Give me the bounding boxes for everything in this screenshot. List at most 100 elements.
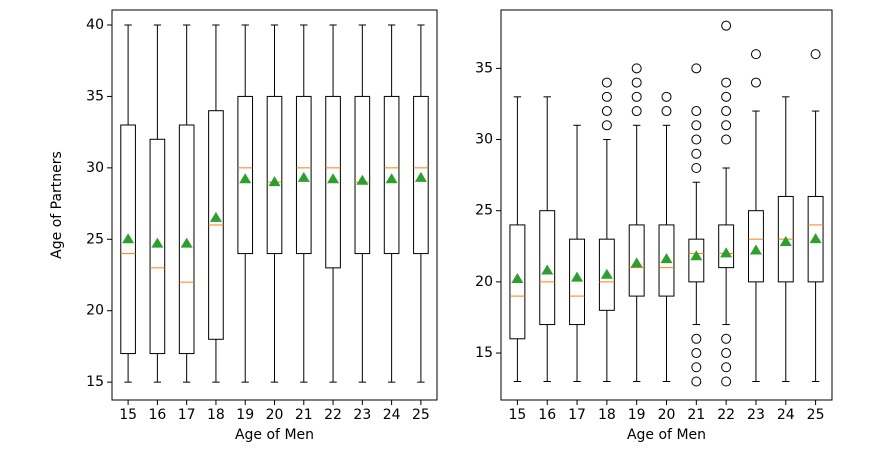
mean-marker [720, 247, 733, 258]
mean-marker [630, 257, 643, 268]
flier [601, 120, 612, 131]
mean-marker [268, 176, 281, 187]
mean-marker [571, 271, 584, 282]
y-tick-label: 25 [475, 203, 493, 219]
flier [691, 376, 702, 387]
x-axis-label: Age of Men [627, 427, 706, 443]
mean-marker [356, 174, 369, 185]
flier [691, 120, 702, 131]
x-tick-label: 20 [266, 407, 284, 423]
x-tick-label: 23 [747, 407, 765, 423]
flier [601, 106, 612, 117]
box [748, 210, 764, 283]
mean-marker [690, 250, 703, 261]
flier [721, 134, 732, 145]
mean-marker [239, 173, 252, 184]
y-tick-label: 15 [475, 345, 493, 361]
box [295, 95, 312, 255]
mean-marker [327, 173, 340, 184]
x-tick-label: 17 [178, 407, 196, 423]
mean-marker [749, 244, 762, 255]
box [178, 124, 195, 355]
mean-marker [297, 171, 310, 182]
box [413, 95, 429, 255]
x-tick-label: 17 [568, 407, 586, 423]
flier [691, 134, 702, 145]
mean-marker [809, 233, 822, 244]
x-tick-label: 16 [538, 407, 556, 423]
box [120, 124, 136, 355]
x-tick-label: 15 [119, 407, 137, 423]
flier [810, 49, 821, 60]
mean-marker [511, 273, 524, 284]
axes-frame [111, 9, 438, 401]
flier [721, 77, 732, 88]
x-tick-label: 15 [508, 407, 526, 423]
box [598, 238, 615, 311]
box [354, 95, 371, 255]
flier [601, 77, 612, 88]
mean-marker [600, 268, 613, 279]
box [718, 224, 735, 269]
flier [691, 333, 702, 344]
flier [691, 106, 702, 117]
flier [721, 348, 732, 359]
box [266, 95, 283, 255]
mean-marker [660, 253, 673, 264]
y-tick-label: 30 [86, 160, 104, 176]
x-tick-label: 25 [412, 407, 430, 423]
x-tick-label: 24 [777, 407, 795, 423]
x-tick-label: 22 [717, 407, 735, 423]
x-tick-label: 16 [148, 407, 166, 423]
flier [721, 333, 732, 344]
flier [691, 362, 702, 373]
x-tick-label: 19 [628, 407, 646, 423]
mean-marker [209, 211, 222, 222]
box [149, 138, 166, 355]
y-tick-label: 35 [475, 60, 493, 76]
mean-marker [779, 236, 792, 247]
flier [601, 91, 612, 102]
flier [721, 376, 732, 387]
flier [631, 106, 642, 117]
flier [691, 63, 702, 74]
box [658, 224, 675, 297]
y-axis-label: Age of Partners [49, 151, 65, 259]
mean-marker [385, 173, 398, 184]
y-tick-label: 15 [86, 374, 104, 390]
box [325, 95, 341, 269]
x-tick-label: 25 [807, 407, 825, 423]
x-tick-label: 21 [295, 407, 313, 423]
x-tick-label: 18 [598, 407, 616, 423]
x-tick-label: 20 [658, 407, 676, 423]
mean-marker [414, 171, 427, 182]
flier [631, 77, 642, 88]
y-tick-label: 40 [86, 17, 104, 33]
flier [750, 49, 761, 60]
flier [631, 63, 642, 74]
box [569, 238, 585, 326]
box [237, 95, 254, 255]
flier [691, 348, 702, 359]
y-tick-label: 35 [86, 88, 104, 104]
y-tick-label: 30 [475, 132, 493, 148]
flier [661, 106, 672, 117]
flier [661, 91, 672, 102]
flier [631, 91, 642, 102]
x-tick-label: 18 [207, 407, 225, 423]
x-tick-label: 21 [687, 407, 705, 423]
mean-marker [151, 237, 164, 248]
flier [721, 120, 732, 131]
flier [691, 162, 702, 173]
box [628, 224, 645, 297]
box [807, 195, 824, 283]
mean-marker [122, 233, 135, 244]
y-tick-label: 20 [86, 303, 104, 319]
x-axis-label: Age of Men [235, 427, 314, 443]
flier [721, 106, 732, 117]
flier [721, 91, 732, 102]
box [383, 95, 400, 255]
x-tick-label: 23 [353, 407, 371, 423]
flier [721, 362, 732, 373]
